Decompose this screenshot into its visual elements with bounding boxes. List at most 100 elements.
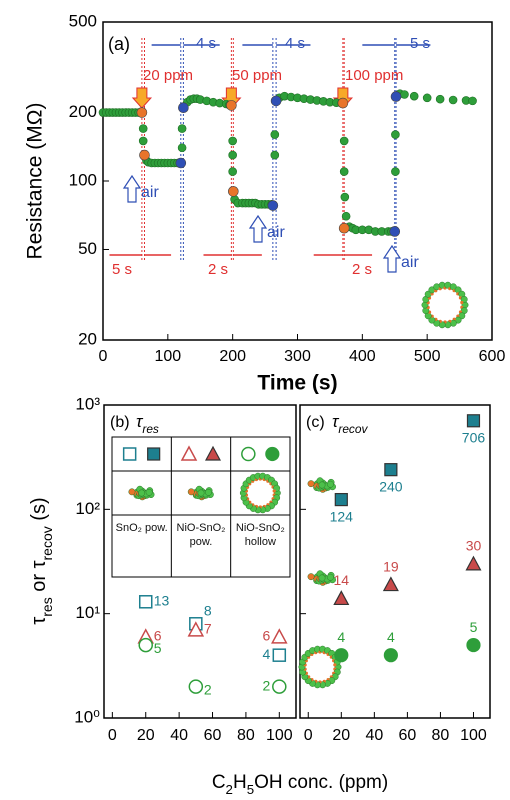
data-label: 6: [263, 628, 271, 644]
y-tick-label: 10¹: [75, 603, 100, 622]
panel-title: τres: [136, 412, 159, 436]
data-point: [188, 679, 204, 694]
data-label: 30: [466, 538, 482, 554]
data-label: 8: [204, 602, 212, 618]
data-label: 2: [204, 681, 212, 697]
x-tick-label: 0: [304, 727, 313, 744]
annotation: 5 s: [410, 35, 430, 52]
x-tick-label: 400: [349, 348, 376, 365]
legend-marker: [241, 446, 256, 462]
particle: [187, 488, 195, 496]
legend-label: NiO-SnO₂ hollow: [235, 522, 285, 548]
legend-marker: [147, 447, 161, 461]
data-label: 19: [383, 558, 399, 574]
label-part: 5: [247, 782, 254, 797]
data-label: 4: [387, 629, 395, 645]
annotation: 100 ppm: [345, 67, 403, 84]
particle: [326, 480, 334, 488]
annotation: 50 ppm: [232, 67, 282, 84]
data-label: 4: [263, 646, 271, 662]
label-part: or τ: [28, 560, 50, 597]
y-tick-label: 50: [78, 239, 97, 258]
y-tick-label: 10⁰: [74, 707, 100, 726]
annotation: 2 s: [352, 261, 372, 278]
data-point: [228, 186, 239, 197]
data-point: [138, 136, 148, 146]
particle: [318, 574, 326, 582]
data-label: 13: [154, 592, 170, 608]
particle: [307, 480, 315, 488]
panel-label: (c): [306, 414, 325, 431]
y-tick-label: 200: [69, 102, 97, 121]
legend-marker: [180, 445, 198, 461]
data-point: [138, 637, 153, 653]
label-part: τ: [28, 617, 50, 625]
data-point: [389, 226, 401, 237]
data-point: [466, 414, 481, 428]
data-point: [272, 679, 287, 694]
x-tick-label: 60: [204, 727, 222, 744]
particle: [128, 488, 136, 496]
label-part: OH conc. (ppm): [254, 772, 388, 793]
data-point: [228, 167, 237, 176]
data-point: [270, 130, 280, 139]
data-point: [228, 150, 237, 160]
data-point: [139, 149, 150, 161]
particle: [460, 300, 464, 305]
data-point: [178, 102, 189, 114]
data-point: [187, 621, 205, 637]
legend-marker: [265, 446, 280, 462]
data-point: [138, 124, 148, 133]
particle: [460, 295, 468, 303]
data-label: 5: [470, 619, 478, 635]
data-label: 4: [337, 629, 345, 645]
data-point: [226, 100, 237, 111]
data-label: 6: [154, 628, 162, 644]
data-point: [271, 628, 288, 644]
ring-bg: [243, 476, 278, 510]
label-part: recov: [338, 422, 368, 436]
data-point: [340, 192, 350, 202]
ring-bg: [302, 649, 338, 685]
x-tick-label: 0: [108, 727, 117, 744]
legend-label: NiO-SnO₂ pow.: [176, 522, 226, 548]
data-point: [409, 91, 419, 101]
data-label: 124: [330, 508, 354, 524]
x-axis-label: Time (s): [257, 372, 337, 395]
x-tick-label: 100: [266, 727, 293, 744]
label-part: recov: [39, 526, 55, 560]
data-label: 2: [263, 677, 271, 693]
plot-frame: [103, 404, 297, 719]
x-tick-label: 20: [137, 727, 155, 744]
label-part: C: [212, 772, 226, 793]
data-point: [382, 576, 399, 592]
data-point: [422, 93, 432, 103]
particle: [197, 489, 205, 497]
data-point: [384, 463, 398, 477]
x-tick-label: 0: [99, 348, 108, 365]
y-tick-label: 10²: [75, 499, 100, 518]
y-tick-label: 20: [78, 329, 97, 348]
data-point: [334, 492, 348, 507]
data-point: [267, 200, 279, 211]
particle: [333, 663, 337, 667]
label-part: τ: [332, 412, 340, 431]
x-tick-label: 100: [460, 727, 487, 744]
annotation: air: [267, 224, 285, 241]
data-point: [468, 96, 477, 106]
label-part: H: [233, 772, 247, 793]
x-tick-label: 300: [284, 348, 311, 365]
data-point: [270, 95, 282, 107]
annotation: 20 ppm: [143, 67, 193, 84]
x-tick-label: 20: [332, 727, 350, 744]
particle: [318, 481, 326, 489]
data-point: [435, 94, 445, 104]
ring-bg: [425, 285, 465, 325]
y-axis-label: Resistance (MΩ): [24, 103, 47, 260]
legend-marker: [122, 447, 137, 461]
x-axis-label: C2H5OH conc. (ppm): [212, 772, 388, 797]
data-point: [337, 97, 349, 109]
data-point: [333, 590, 350, 606]
